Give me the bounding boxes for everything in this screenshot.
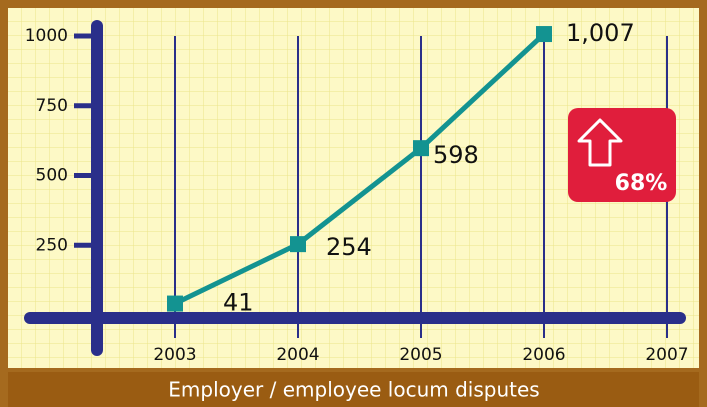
plot: 2003 2004 2005 2006 2007 250 500 750 1000 41 254 59… bbox=[24, 19, 689, 365]
data-label: 1,007 bbox=[566, 19, 635, 47]
x-tick-label: 2005 bbox=[399, 345, 442, 365]
annotation: 68% bbox=[615, 171, 668, 196]
data-line bbox=[173, 32, 546, 306]
chart-title: Employer / employee locum disputes bbox=[168, 378, 539, 402]
data-point bbox=[413, 140, 429, 157]
data-point bbox=[536, 26, 552, 43]
y-tick-label: 1000 bbox=[25, 26, 68, 46]
y-tick-label: 750 bbox=[36, 96, 68, 116]
up-arrow bbox=[577, 118, 623, 167]
data-label: 598 bbox=[433, 141, 479, 169]
data-point bbox=[167, 295, 183, 312]
x-tick-label: 2003 bbox=[153, 345, 196, 365]
x-tick-label: 2004 bbox=[276, 345, 319, 365]
data-label: 41 bbox=[223, 289, 254, 317]
x-tick-label: 2006 bbox=[522, 345, 565, 365]
footer bbox=[8, 372, 699, 407]
y-tick-label: 250 bbox=[36, 235, 68, 255]
data-label: 254 bbox=[326, 233, 372, 261]
annotation-box bbox=[568, 108, 676, 202]
data-point bbox=[290, 236, 306, 253]
y-tick-label: 500 bbox=[36, 166, 68, 186]
x-tick-label: 2007 bbox=[645, 345, 688, 365]
